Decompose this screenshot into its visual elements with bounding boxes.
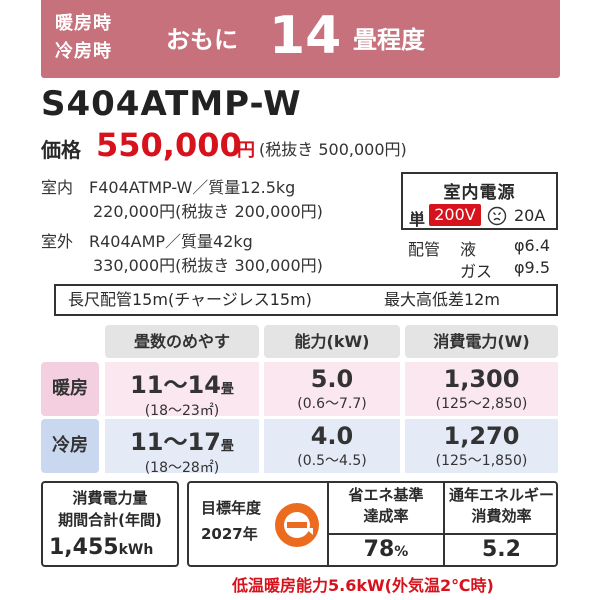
achievement-title: 省エネ基準 達成率: [348, 486, 424, 525]
annual-power-title: 消費電力量: [72, 489, 148, 507]
model-name: S404ATMP-W: [41, 84, 302, 124]
piping-gas-label: ガス: [460, 262, 493, 281]
cooling-power-range: (125～1,850): [435, 453, 528, 469]
heating-capacity-cell: 5.0 (0.6～7.7): [264, 362, 400, 416]
header-capacity: 能力(kW): [264, 325, 400, 358]
divider-2: [443, 483, 445, 565]
power-source-box: 室内電源 単 200V 20A: [401, 172, 558, 230]
apf-value: 5.2: [482, 537, 521, 562]
header-tatami: 畳数のめやす: [105, 325, 259, 358]
power-amperage: 20A: [514, 206, 546, 225]
piping-liquid-value: φ6.4: [514, 236, 550, 255]
mode-heat-label: 暖房時: [55, 13, 112, 34]
target-year-value: 2027年: [201, 525, 258, 543]
low-temp-heating-note: 低温暖房能力5.6kW(外気温2℃時): [232, 576, 494, 595]
long-pipe-length: 長尺配管15m(チャージレス15m): [68, 290, 312, 309]
cooling-tatami-range: (18～28㎡): [144, 460, 220, 476]
heating-power: 1,300: [443, 365, 520, 393]
indoor-unit-line: 室内 F404ATMP-W／質量12.5kg: [41, 178, 296, 197]
cooling-tatami-main: 11～17: [130, 428, 221, 456]
cooling-power: 1,270: [443, 422, 520, 450]
heating-capacity: 5.0: [310, 365, 354, 393]
target-year-label: 目標年度: [201, 499, 262, 517]
heating-power-range: (125～2,850): [435, 396, 528, 412]
horizontal-divider: [327, 533, 558, 535]
heating-tatami-cell: 11～14畳 (18～23㎡): [105, 362, 259, 419]
e-energy-saving-mark-icon: [275, 503, 319, 547]
annual-power-value: 1,455: [49, 535, 119, 560]
annual-power-box: 消費電力量 期間合計(年間) 1,455kWh: [41, 481, 179, 567]
heating-power-cell: 1,300 (125～2,850): [405, 362, 558, 416]
heating-capacity-range: (0.6～7.7): [297, 396, 367, 412]
long-pipe-box: 長尺配管15m(チャージレス15m) 最大高低差12m: [54, 284, 558, 316]
annual-power-unit: kWh: [118, 542, 154, 558]
omoni-label: おもに: [166, 26, 238, 54]
cooling-capacity-cell: 4.0 (0.5～4.5): [264, 419, 400, 473]
cooling-tatami-unit: 畳: [220, 439, 234, 454]
piping-label: 配管: [408, 240, 441, 259]
power-phase: 単: [409, 210, 426, 229]
indoor-unit-price: 220,000円(税抜き 200,000円): [93, 202, 323, 221]
cooling-capacity: 4.0: [310, 422, 354, 450]
achievement-value: 78: [363, 537, 395, 562]
cooling-capacity-range: (0.5～4.5): [297, 453, 367, 469]
max-height-difference: 最大高低差12m: [384, 290, 500, 309]
piping-liquid-label: 液: [460, 240, 477, 259]
power-voltage-badge: 200V: [429, 204, 481, 226]
outdoor-unit-line: 室外 R404AMP／質量42kg: [41, 232, 253, 251]
plug-outlet-icon: [487, 206, 507, 226]
apf-title: 通年エネルギー 消費効率: [448, 486, 554, 525]
cooling-power-cell: 1,270 (125～1,850): [405, 419, 558, 473]
divider-1: [327, 483, 329, 565]
outdoor-unit-price: 330,000円(税抜き 300,000円): [93, 256, 323, 275]
tatami-unit: 畳程度: [353, 26, 425, 54]
power-source-title: 室内電源: [443, 183, 516, 203]
mode-cool-label: 冷房時: [55, 41, 112, 62]
price-label: 価格: [41, 138, 81, 162]
header-power: 消費電力(W): [405, 325, 558, 358]
heating-tatami-main: 11～14: [130, 371, 221, 399]
heating-tatami-range: (18～23㎡): [144, 403, 220, 419]
heating-tatami-unit: 畳: [220, 382, 234, 397]
cooling-row-label: 冷房: [41, 419, 99, 473]
price-value: 550,000: [96, 126, 242, 164]
annual-power-period: 期間合計(年間): [58, 511, 162, 529]
heating-row-label: 暖房: [41, 362, 99, 416]
cooling-tatami-cell: 11～17畳 (18～28㎡): [105, 419, 259, 476]
energy-efficiency-box: 目標年度 2027年 省エネ基準 達成率 78% 通年エネルギー 消費効率 5.…: [187, 481, 558, 567]
price-tax-note: (税抜き 500,000円): [259, 140, 407, 159]
piping-gas-value: φ9.5: [514, 258, 550, 277]
tatami-number: 14: [269, 6, 342, 66]
header-banner: 暖房時 冷房時 おもに 14 畳程度: [41, 0, 560, 78]
price-yen: 円: [237, 140, 255, 161]
achievement-unit: %: [394, 544, 409, 560]
